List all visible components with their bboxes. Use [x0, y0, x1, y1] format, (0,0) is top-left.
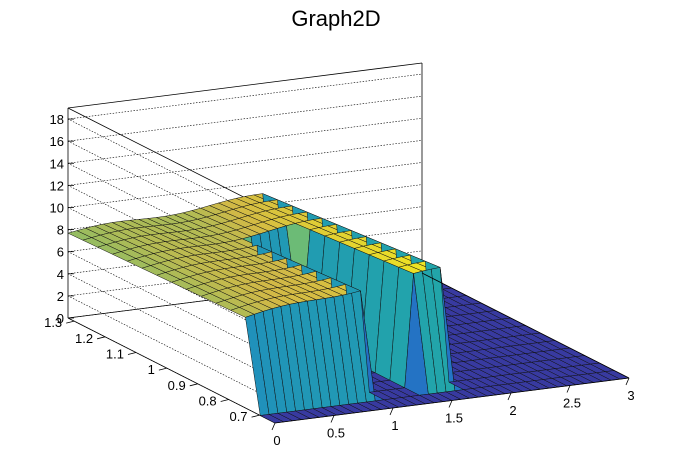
z-tick-label: 12: [50, 178, 64, 193]
x-tick: [625, 377, 630, 386]
back-wall-gridline: [67, 140, 423, 186]
x-tick: [389, 407, 394, 416]
z-tick-label: 8: [57, 223, 64, 238]
z-tick-label: 0: [57, 311, 64, 326]
y-tick-label: 1: [148, 362, 155, 377]
back-wall-gridline: [67, 117, 423, 164]
left-wall-gridline: [67, 140, 276, 247]
x-tick: [507, 392, 512, 401]
z-tick-label: 2: [57, 289, 64, 304]
x-tick-label: 1.5: [445, 411, 463, 426]
x-tick: [448, 400, 453, 408]
z-tick-label: 14: [50, 156, 64, 171]
y-tick-label: 0.8: [199, 393, 217, 408]
back-wall-gridline: [67, 95, 423, 142]
back-wall-gridline: [67, 73, 423, 120]
z-tick-label: 4: [57, 267, 64, 282]
left-wall-gridline: [67, 251, 276, 357]
box-edge: [67, 62, 423, 109]
x-tick: [271, 422, 276, 431]
left-wall-gridline: [67, 273, 276, 380]
y-tick-label: 0.9: [168, 378, 186, 393]
y-tick-label: 1.2: [75, 331, 93, 346]
z-tick-label: 10: [50, 200, 64, 215]
x-tick-label: 1: [391, 418, 398, 433]
y-axis-line: [421, 272, 630, 379]
z-tick-label: 18: [50, 112, 64, 127]
back-wall-gridline: [67, 162, 423, 208]
y-tick-label: 1.3: [44, 315, 62, 330]
y-tick-label: 1.1: [106, 346, 124, 361]
x-tick-label: 2.5: [563, 396, 581, 411]
z-tick-label: 6: [57, 245, 64, 260]
y-tick-label: 0.7: [229, 409, 247, 424]
y-tick: [220, 399, 229, 402]
axes: 0 0.5 1 1.5 2 2.5 30.70.80.911.11.21.302468101…: [44, 112, 635, 448]
y-tick: [189, 383, 198, 387]
left-wall-gridline: [67, 185, 276, 291]
left-wall-gridline: [67, 118, 276, 225]
y-tick: [251, 414, 260, 418]
x-tick: [330, 415, 335, 423]
surface-mesh: [67, 193, 630, 424]
box-edge: [67, 317, 276, 424]
box-edge: [67, 107, 276, 214]
y-tick: [96, 336, 106, 340]
chart-title: Graph2D: [291, 6, 380, 31]
y-tick: [158, 367, 167, 371]
y-tick: [127, 352, 137, 355]
y-tick: [66, 320, 75, 324]
x-tick-label: 0: [273, 433, 280, 448]
x-tick: [566, 385, 571, 393]
left-wall-gridline: [67, 162, 276, 269]
z-tick-label: 16: [50, 134, 64, 149]
x-tick-label: 0.5: [327, 426, 345, 441]
x-tick-label: 3: [627, 388, 634, 403]
x-tick-label: 2: [509, 403, 516, 418]
